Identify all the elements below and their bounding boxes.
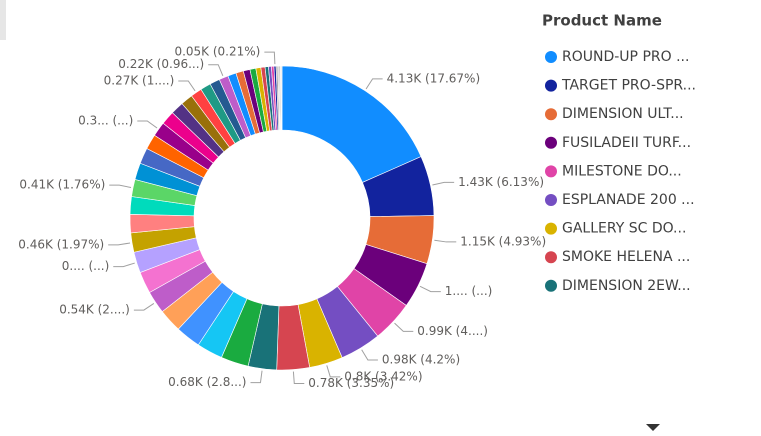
legend-marker <box>545 279 557 292</box>
data-label: 1.15K (4.93%) <box>460 234 546 248</box>
legend-label: MILESTONE DO... <box>562 163 682 179</box>
data-label: 0.8K (3.42%) <box>344 369 422 383</box>
leader-line <box>109 184 132 189</box>
data-label: 1.... (...) <box>445 284 493 298</box>
leader-line <box>178 80 196 92</box>
data-label: 0.78K (3.35%) <box>308 376 394 390</box>
data-label: 0.... (...) <box>62 259 110 273</box>
legend-marker <box>545 194 557 206</box>
leader-line <box>434 239 457 243</box>
data-label: 0.98K (4.2%) <box>382 353 460 367</box>
legend-label: DIMENSION 2EW... <box>562 278 691 294</box>
leader-line <box>361 349 378 361</box>
legend-marker <box>545 136 557 149</box>
leader-line <box>133 302 155 311</box>
leader-line <box>292 371 305 385</box>
leader-line <box>250 370 263 384</box>
leader-line <box>113 262 135 268</box>
leader-line <box>264 51 276 65</box>
legend-label: ROUND-UP PRO ... <box>562 49 689 65</box>
legend-marker <box>545 108 557 121</box>
leader-line <box>365 78 383 90</box>
leader-line <box>419 285 441 293</box>
legend-marker <box>545 222 557 235</box>
legend-label: SMOKE HELENA ... <box>562 249 690 265</box>
frame-edge <box>0 0 6 40</box>
data-label: 0.41K (1.76%) <box>19 178 105 192</box>
donut-slice <box>280 65 283 131</box>
leader-line <box>326 365 341 378</box>
legend-marker <box>545 251 557 264</box>
data-label: 0.68K (2.8...) <box>168 375 246 389</box>
leader-line <box>432 181 455 186</box>
legend-label: FUSILADEII TURF... <box>562 135 691 151</box>
data-label: 4.13K (17.67%) <box>387 71 481 85</box>
legend-label: GALLERY SC DO... <box>562 221 686 237</box>
data-label: 0.54K (2....) <box>59 303 130 317</box>
legend-marker <box>545 51 557 63</box>
leader-line <box>394 322 414 332</box>
legend-label: ESPLANADE 200 ... <box>562 192 695 208</box>
data-label: 0.46K (1.97%) <box>18 237 104 251</box>
legend-marker <box>545 79 557 92</box>
data-label: 0.99K (4....) <box>417 324 488 338</box>
leader-line <box>208 64 224 77</box>
data-label: 1.43K (6.13%) <box>458 175 544 189</box>
leader-line <box>137 120 158 129</box>
data-label: 0.27K (1....) <box>104 73 175 87</box>
data-label: 0.05K (0.21%) <box>174 45 260 59</box>
legend-label: DIMENSION ULT... <box>562 106 684 122</box>
data-label: 0.3... (...) <box>78 113 133 127</box>
leader-line <box>108 242 131 246</box>
legend-scroll-arrow[interactable] <box>646 424 660 431</box>
data-label: 0.22K (0.96...) <box>118 57 204 71</box>
legend-title: Product Name <box>542 12 662 30</box>
legend-label: TARGET PRO-SPR... <box>561 78 696 94</box>
legend-marker <box>545 165 557 178</box>
